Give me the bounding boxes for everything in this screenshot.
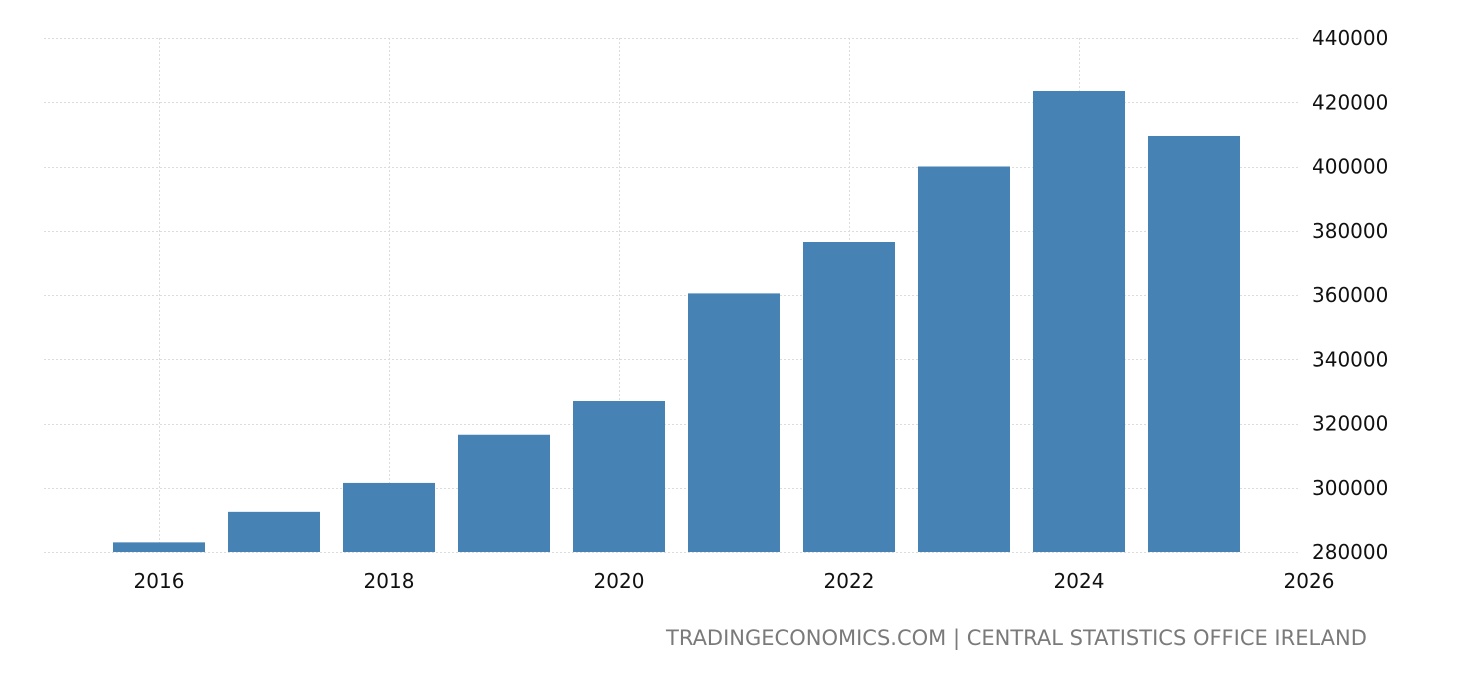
x-tick-label: 2020 xyxy=(594,569,645,593)
source-attribution: TRADINGECONOMICS.COM | CENTRAL STATISTIC… xyxy=(666,626,1367,650)
y-tick-label: 380000 xyxy=(1312,219,1388,243)
bar-2023[interactable] xyxy=(918,166,1010,553)
y-tick-label: 280000 xyxy=(1312,540,1388,564)
y-tick-label: 400000 xyxy=(1312,155,1388,179)
bar-2024[interactable] xyxy=(1033,91,1125,552)
x-tick-label: 2026 xyxy=(1284,569,1335,593)
x-tick-label: 2024 xyxy=(1054,569,1105,593)
bar-2020[interactable] xyxy=(573,401,665,552)
y-tick-label: 440000 xyxy=(1312,26,1388,50)
y-tick-label: 320000 xyxy=(1312,412,1388,436)
bar-2018[interactable] xyxy=(343,482,435,552)
y-tick-label: 300000 xyxy=(1312,476,1388,500)
bar-2021[interactable] xyxy=(688,293,780,552)
bar-2022[interactable] xyxy=(803,241,895,552)
x-tick-label: 2022 xyxy=(824,569,875,593)
y-axis-ticks: 280000 300000 320000 340000 360000 380000 4000… xyxy=(1312,26,1388,564)
bar-2025[interactable] xyxy=(1148,135,1240,552)
bar-2017[interactable] xyxy=(228,511,320,552)
y-tick-label: 360000 xyxy=(1312,283,1388,307)
y-tick-label: 420000 xyxy=(1312,90,1388,114)
x-tick-label: 2018 xyxy=(364,569,415,593)
bar-2016[interactable] xyxy=(113,542,205,552)
x-tick-label: 2016 xyxy=(134,569,185,593)
y-tick-label: 340000 xyxy=(1312,347,1388,371)
bars-group xyxy=(113,91,1240,552)
x-axis-ticks: 2016 2018 2020 2022 2024 2026 xyxy=(134,569,1335,593)
bar-2019[interactable] xyxy=(458,434,550,552)
